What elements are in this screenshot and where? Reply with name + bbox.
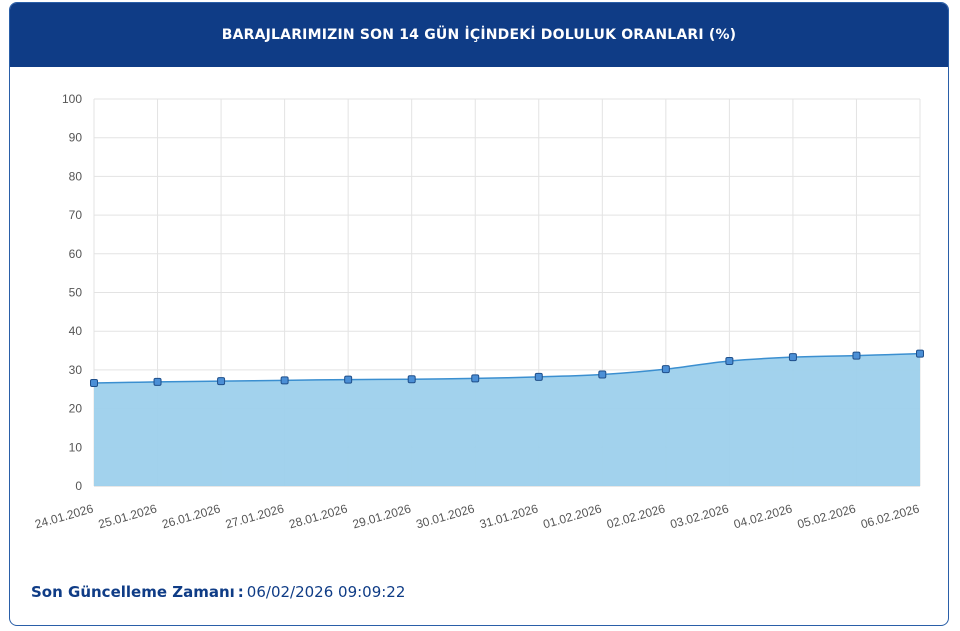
chart-title: BARAJLARIMIZIN SON 14 GÜN İÇİNDEKİ DOLUL… <box>221 27 737 43</box>
y-tick-label: 80 <box>69 169 83 183</box>
y-tick-label: 0 <box>75 479 82 493</box>
chart-area: 0 10 20 30 40 50 60 70 80 90 100 24.01.2026 25.01.2… <box>10 67 948 547</box>
x-axis: 24.01.2026 25.01.2026 26.01.2026 27.01.2026… <box>33 501 921 531</box>
x-tick-label: 06.02.2026 <box>859 501 921 531</box>
x-tick-label: 27.01.2026 <box>224 501 286 531</box>
x-tick-label: 01.02.2026 <box>542 501 604 531</box>
series-layer <box>93 352 921 486</box>
data-point-marker <box>916 349 924 358</box>
series-area <box>94 353 920 486</box>
data-point-marker <box>788 353 797 362</box>
chart-svg: 0 10 20 30 40 50 60 70 80 90 100 24.01.2026 25.01.2… <box>33 92 924 531</box>
x-tick-label: 25.01.2026 <box>97 501 159 531</box>
x-tick-label: 03.02.2026 <box>669 501 731 531</box>
x-tick-label: 24.01.2026 <box>33 501 95 531</box>
data-point-marker <box>153 377 162 386</box>
data-point-marker <box>344 375 353 384</box>
last-update-label: Son Güncelleme Zamanı <box>31 583 235 601</box>
data-point-marker <box>90 379 98 388</box>
data-point-marker <box>852 351 861 360</box>
data-point-marker <box>407 375 416 384</box>
card-header: BARAJLARIMIZIN SON 14 GÜN İÇİNDEKİ DOLUL… <box>10 3 948 67</box>
x-tick-label: 28.01.2026 <box>287 501 349 531</box>
x-tick-label: 29.01.2026 <box>351 501 413 531</box>
data-point-marker <box>725 356 734 365</box>
series-line <box>93 352 921 384</box>
data-point-marker <box>661 365 670 374</box>
x-tick-label: 26.01.2026 <box>160 501 222 531</box>
y-tick-label: 100 <box>62 92 82 106</box>
y-tick-label: 70 <box>69 208 83 222</box>
y-tick-label: 10 <box>69 440 83 454</box>
chart-card: BARAJLARIMIZIN SON 14 GÜN İÇİNDEKİ DOLUL… <box>9 2 949 626</box>
data-point-marker <box>598 370 607 379</box>
y-axis: 0 10 20 30 40 50 60 70 80 90 100 <box>62 92 82 493</box>
data-point-marker <box>280 376 289 385</box>
last-update-value: 06/02/2026 09:09:22 <box>246 583 406 601</box>
markers-layer <box>90 349 924 388</box>
y-tick-label: 60 <box>69 247 83 261</box>
y-tick-label: 20 <box>69 402 83 416</box>
y-tick-label: 90 <box>69 131 83 145</box>
y-tick-label: 40 <box>69 324 83 338</box>
x-tick-label: 05.02.2026 <box>796 501 858 531</box>
last-update-separator: : <box>237 583 244 601</box>
y-tick-label: 30 <box>69 363 83 377</box>
data-point-marker <box>217 377 226 386</box>
data-point-marker <box>471 374 480 383</box>
last-update: Son Güncelleme Zamanı:06/02/2026 09:09:2… <box>31 583 405 601</box>
x-tick-label: 02.02.2026 <box>605 501 667 531</box>
x-tick-label: 04.02.2026 <box>732 501 794 531</box>
x-tick-label: 31.01.2026 <box>478 501 540 531</box>
x-tick-label: 30.01.2026 <box>414 501 476 531</box>
y-tick-label: 50 <box>69 286 83 300</box>
data-point-marker <box>534 372 543 381</box>
